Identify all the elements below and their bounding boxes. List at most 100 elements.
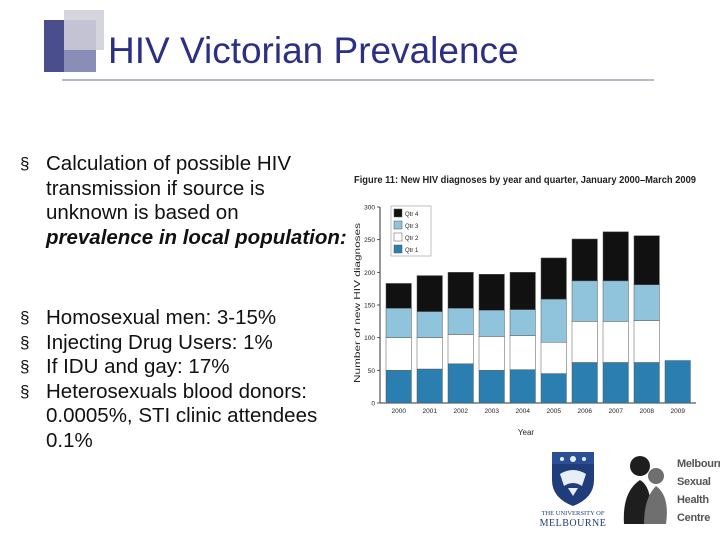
university-of-melbourne-logo: THE UNIVERSITY OF MELBOURNE [540,452,607,529]
legend-label: Qtr 4 [405,212,419,218]
bar-segment [385,337,412,371]
bar-segment [571,280,598,322]
bar-segment [447,334,474,365]
bar-segment [540,373,567,404]
bullet-marker: § [20,357,30,376]
bar-segment [416,275,443,312]
bar-segment [509,272,536,310]
mshc-logo: Melbourne Sexual Health Centre [620,452,720,532]
x-tick-label: 2004 [515,408,530,415]
bullet-item-calculation: § Calculation of possible HIV transmissi… [20,152,350,250]
y-tick-label: 150 [364,303,375,310]
bar-segment [602,321,629,363]
university-logo-line-1: THE UNIVERSITY OF [542,510,605,517]
x-tick-label: 2006 [577,408,592,415]
y-axis-label: Number of new HIV diagnoses [353,223,362,383]
mshc-logo-line-1: Melbourne [677,458,720,470]
bar-segment [571,362,598,404]
bar-segment [633,362,660,404]
bar-segment [602,231,629,282]
bullet-marker: § [20,332,30,352]
x-tick-label: 2008 [639,408,654,415]
x-tick-label: 2009 [670,408,685,415]
bar-segment [509,309,536,336]
mshc-figure-icon [623,456,667,524]
title-rule [62,79,654,81]
bar-segment [478,336,505,371]
crest-icon [552,452,594,506]
bar-segment [478,274,505,311]
decorative-square-light [64,10,104,50]
bar-segment [385,370,412,404]
bar-segment [416,311,443,338]
x-tick-label: 2005 [546,408,561,415]
bar-segment [509,335,536,370]
legend-label: Qtr 3 [405,224,419,230]
y-tick-label: 250 [364,237,375,244]
x-tick-label: 2007 [608,408,623,415]
mshc-logo-line-2: Sexual [677,476,711,488]
bar-segment [540,341,567,374]
bullet-item-homosexual: § Homosexual men: 3-15% [20,306,350,331]
bar-segment [478,370,505,404]
x-tick-label: 2003 [484,408,499,415]
bullet-text: Injecting Drug Users: 1% [46,330,273,354]
x-axis-label: Year [518,428,535,437]
bar-segment [633,320,660,363]
bar-segment [478,309,505,337]
y-tick-label: 50 [368,368,376,375]
bar-segment [509,369,536,404]
legend-swatch [393,220,403,230]
bullet-marker: § [20,381,30,401]
y-tick-label: 200 [364,270,375,277]
bullet-item-idu: § Injecting Drug Users: 1% [20,331,350,356]
bar-segment [602,362,629,404]
chart-bars [385,231,691,404]
x-tick-label: 2000 [391,408,406,415]
chart-legend: Qtr 4 Qtr 3 Qtr 2 Qtr 1 [390,205,432,257]
bullet-marker: § [20,308,30,327]
bar-segment [571,238,598,282]
chart-title: Figure 11: New HIV diagnoses by year and… [354,174,696,186]
y-tick-label: 100 [364,335,375,342]
slide-title: HIV Victorian Prevalence [108,30,519,71]
bar-segment [633,284,660,321]
bar-segment [385,308,412,338]
bar-segment [447,272,474,309]
y-tick-label: 0 [371,401,375,408]
bar-segment [447,308,474,335]
bullet-item-idu-gay: § If IDU and gay: 17% [20,355,350,380]
hiv-diagnoses-chart: Figure 11: New HIV diagnoses by year and… [346,125,702,447]
bullet-text: Homosexual men: 3-15% [46,306,277,329]
bullet-text: If IDU and gay: 17% [46,355,230,378]
legend-swatch [393,244,403,254]
bar-segment [416,368,443,404]
bar-segment [385,283,412,309]
bullet-item-heterosexual: § Heterosexuals blood donors: 0.0005%, S… [20,380,350,454]
university-logo-line-2: MELBOURNE [540,518,607,529]
bullet-text: Calculation of possible HIV transmission… [46,152,291,224]
bar-segment [602,280,629,322]
x-tick-label: 2001 [422,408,437,415]
bullet-marker: § [20,154,30,173]
mshc-logo-line-4: Centre [677,512,711,524]
bullet-list-prevalence: § Homosexual men: 3-15% § Injecting Drug… [20,306,350,453]
bar-segment [540,257,567,300]
bar-segment [664,360,691,404]
mshc-logo-line-3: Health [677,494,709,506]
bar-segment [540,298,567,343]
legend-swatch [393,232,403,242]
legend-label: Qtr 1 [405,248,419,254]
bar-segment [633,235,660,285]
y-tick-label: 300 [364,205,375,212]
bullet-text: Heterosexuals blood donors: 0.0005%, STI… [46,379,318,452]
bullet-list-intro: § Calculation of possible HIV transmissi… [20,152,350,250]
decorative-square-mid [64,50,96,72]
x-tick-label: 2002 [453,408,468,415]
bullet-emphasis: prevalence in local population: [46,225,347,249]
bar-segment [416,337,443,370]
legend-swatch [393,208,403,218]
legend-label: Qtr 2 [405,236,419,242]
bar-segment [571,321,598,363]
bar-segment [447,363,474,404]
